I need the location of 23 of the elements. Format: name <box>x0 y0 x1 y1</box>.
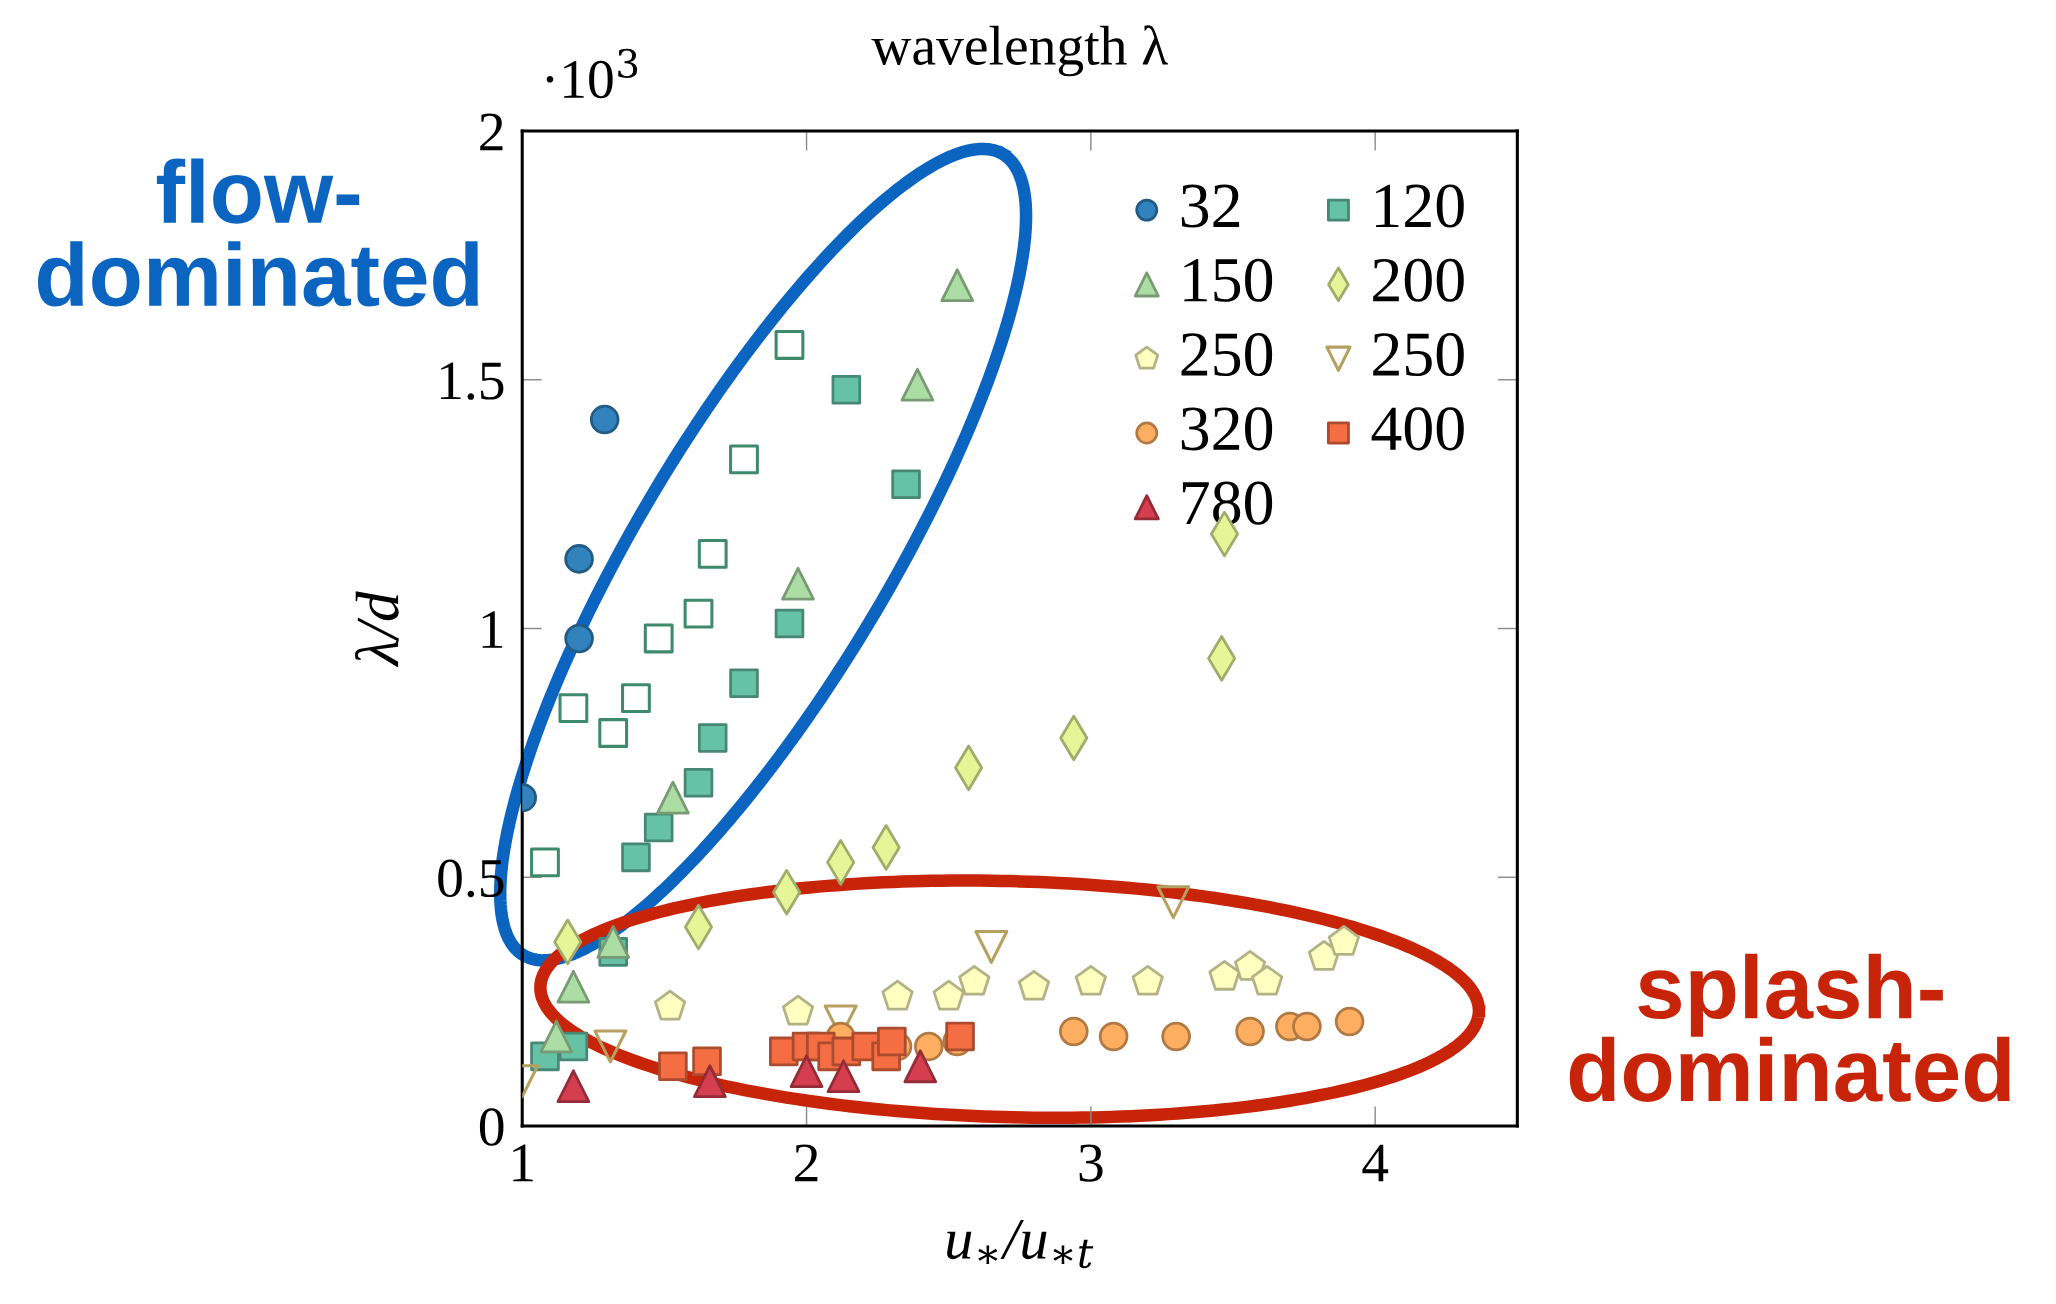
legend-label: 200 <box>1373 258 1464 302</box>
legend-label: 780 <box>1182 481 1273 525</box>
x-tick-label: 2 <box>795 1144 818 1182</box>
text: ·10$^{3}$ <box>546 48 638 99</box>
y-axis-title: λ/d <box>355 591 399 668</box>
x-tick-label: 4 <box>1362 1144 1389 1182</box>
x-axis-title: u$_{∗}$/u$_{∗t}$ <box>947 1220 1094 1269</box>
legend-label: 32 <box>1181 184 1240 228</box>
x-tick-label: 3 <box>1079 1144 1103 1182</box>
legend-label: 320 <box>1181 407 1273 451</box>
legend-label: 250 <box>1373 333 1464 377</box>
legend-label: 150 <box>1184 258 1273 302</box>
y-tick-label: 1 <box>482 611 503 648</box>
y-tick-label: 1.5 <box>441 362 504 400</box>
legend-label: 120 <box>1376 184 1464 228</box>
y-tick-label: 2 <box>480 113 503 151</box>
text: flow- dominated <box>38 158 478 307</box>
legend-label: 400 <box>1371 407 1464 451</box>
y-tick-label: 0 <box>479 1108 504 1146</box>
x-tick-label: 1 <box>513 1144 533 1182</box>
legend-label: 250 <box>1181 333 1273 377</box>
chart-title: wavelength λ <box>871 25 1168 77</box>
text: splash- dominated <box>1569 953 2010 1102</box>
